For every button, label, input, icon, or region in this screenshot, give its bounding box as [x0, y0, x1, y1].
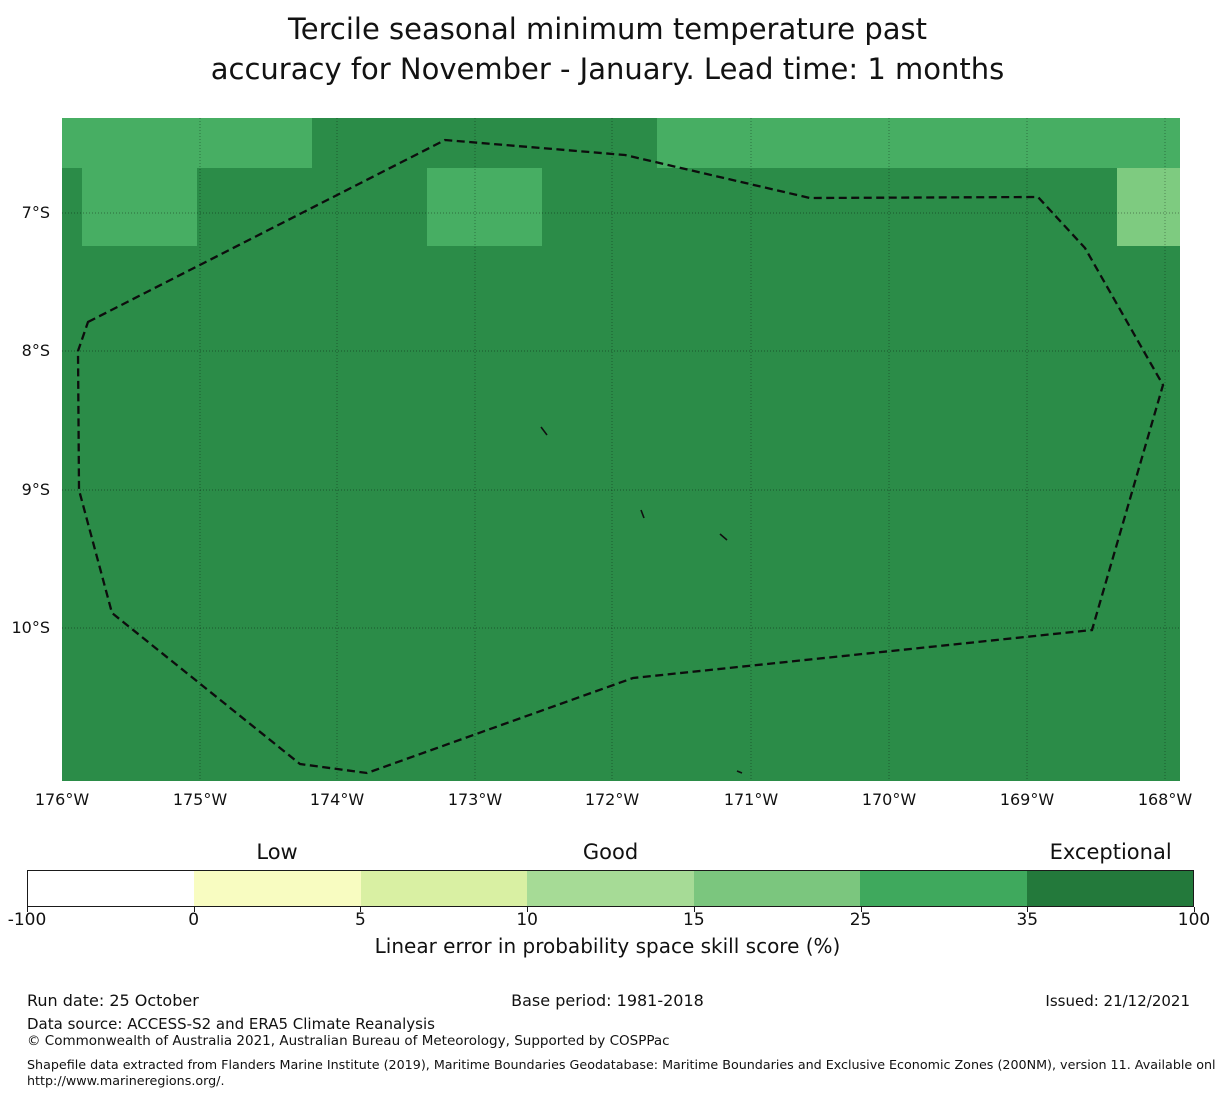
colorbar-tick: [193, 907, 195, 912]
colorbar-category-label: Exceptional: [1049, 840, 1172, 864]
colorbar-tick-label: -100: [7, 910, 47, 930]
y-axis-label: 8°S: [21, 341, 50, 360]
x-axis-label: 176°W: [34, 790, 90, 809]
x-axis-label: 169°W: [999, 790, 1055, 809]
colorbar-tick-label: 25: [849, 910, 872, 930]
colorbar-segment-5-to-10: [360, 871, 528, 906]
x-axis-label: 174°W: [309, 790, 365, 809]
map-svg: [62, 118, 1180, 781]
y-axis-label: 10°S: [11, 618, 50, 637]
y-axis-label: 7°S: [21, 203, 50, 222]
colorbar-tick-label: 15: [683, 910, 705, 930]
shapefile-disclaimer-line2: http://www.marineregions.org/.: [27, 1073, 225, 1088]
colorbar-category-label: Low: [256, 840, 298, 864]
colorbar-tick: [1194, 907, 1195, 912]
island-mark: [640, 509, 645, 519]
colorbar-segment-25-to-35: [860, 871, 1027, 906]
colorbar-tick: [1027, 907, 1029, 912]
island-mark: [719, 533, 728, 541]
colorbar-segment-35-to-100: [1026, 871, 1193, 906]
colorbar-tick-label: 35: [1016, 910, 1039, 930]
map-area: [62, 118, 1180, 781]
x-axis-label: 173°W: [447, 790, 503, 809]
colorbar-tick-label: 100: [1177, 910, 1211, 930]
issued-text: Issued: 21/12/2021: [1045, 992, 1190, 1010]
colorbar-tick-label: 0: [188, 910, 200, 930]
x-axis-label: 168°W: [1137, 790, 1193, 809]
colorbar-segment--100-to-0: [28, 871, 195, 906]
colorbar-segment-15-to-25: [693, 871, 861, 906]
island-mark: [736, 770, 743, 774]
colorbar-segment-0-to-5: [194, 871, 361, 906]
colorbar-tick-label: 10: [516, 910, 538, 930]
data-source-text: Data source: ACCESS-S2 and ERA5 Climate …: [27, 1015, 435, 1033]
colorbar-tick: [860, 907, 862, 912]
base-period-text: Base period: 1981-2018: [511, 991, 704, 1010]
colorbar: [27, 870, 1194, 907]
y-axis-label: 9°S: [21, 480, 50, 499]
eez-boundary-line: [76, 138, 1165, 775]
colorbar-tick: [27, 907, 28, 912]
map-cell-skill-25-35: [82, 168, 197, 246]
colorbar-tick: [360, 907, 362, 912]
chart-title-line1: Tercile seasonal minimum temperature pas…: [287, 12, 928, 46]
shapefile-disclaimer-line1: Shapefile data extracted from Flanders M…: [27, 1057, 1215, 1072]
colorbar-segment-10-to-15: [527, 871, 694, 906]
colorbar-tick: [527, 907, 529, 912]
map-cell-skill-25-35: [427, 168, 542, 246]
x-axis-label: 172°W: [584, 790, 640, 809]
colorbar-caption: Linear error in probability space skill …: [374, 934, 841, 958]
colorbar-tick-label: 5: [355, 910, 366, 930]
chart-title: Tercile seasonal minimum temperature pas…: [0, 9, 1215, 89]
copyright-text: © Commonwealth of Australia 2021, Austra…: [27, 1033, 670, 1049]
colorbar-tick: [693, 907, 695, 912]
x-axis-label: 170°W: [861, 790, 917, 809]
map-cell-skill-15-25: [1117, 168, 1180, 246]
island-mark: [540, 426, 548, 436]
colorbar-category-label: Good: [582, 840, 639, 864]
chart-title-line2: accuracy for November - January. Lead ti…: [210, 52, 1005, 86]
x-axis-label: 171°W: [723, 790, 779, 809]
run-date-text: Run date: 25 October: [27, 991, 199, 1010]
x-axis-label: 175°W: [172, 790, 228, 809]
map-cell-skill-25-35: [62, 118, 312, 168]
map-cell-skill-25-35: [657, 118, 1180, 168]
